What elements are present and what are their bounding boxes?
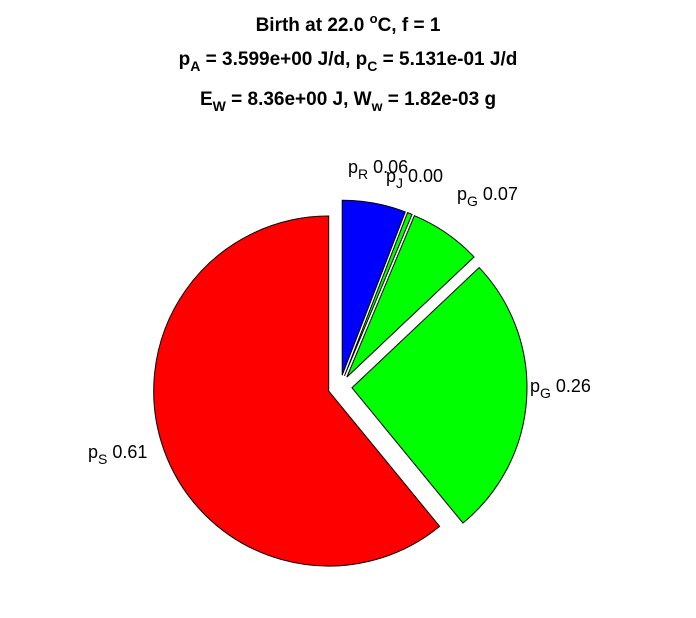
title-line-1-pre: Birth at 22.0 bbox=[256, 15, 370, 36]
slice-label-subscript: J bbox=[396, 175, 403, 191]
title-line-3-b-sub: w bbox=[371, 98, 383, 114]
slice-label-subscript: S bbox=[98, 451, 107, 467]
pie-slices bbox=[153, 199, 528, 567]
slice-label-subscript: R bbox=[358, 166, 368, 182]
slice-label-symbol: p bbox=[457, 184, 467, 204]
slice-label-value: 0.06 bbox=[368, 157, 408, 177]
title-line-2-b-sub: C bbox=[367, 58, 377, 74]
slice-label-value: 0.07 bbox=[478, 184, 518, 204]
slice-label-value: 0.00 bbox=[403, 166, 443, 186]
slice-label-symbol: p bbox=[530, 376, 540, 396]
title-line-2-c: = 5.131e-01 J/d bbox=[377, 49, 517, 70]
title-line-3-a-sub: W bbox=[213, 98, 227, 114]
title-line-2-b: = 3.599e+00 J/d, p bbox=[200, 49, 367, 70]
title-line-3-a: E bbox=[200, 89, 213, 110]
slice-label-r-0: pR 0.06 bbox=[348, 157, 408, 182]
pie-slice-g-3 bbox=[351, 266, 528, 524]
slice-label-g-3: pG 0.26 bbox=[530, 376, 591, 401]
title-line-3-b: = 8.36e+00 J, W bbox=[226, 89, 372, 110]
slice-label-subscript: G bbox=[540, 385, 551, 401]
slice-label-s-4: pS 0.61 bbox=[88, 442, 147, 467]
title-line-1-post: C, f = 1 bbox=[378, 15, 441, 36]
title-line-2: pA = 3.599e+00 J/d, pC = 5.131e-01 J/d bbox=[179, 49, 518, 74]
pie-slice-g-2 bbox=[346, 215, 475, 378]
slice-label-symbol: p bbox=[88, 442, 98, 462]
title-line-1: Birth at 22.0 oC, f = 1 bbox=[256, 11, 441, 36]
slice-label-subscript: G bbox=[467, 193, 478, 209]
title-line-2-a: p bbox=[179, 49, 191, 70]
slice-label-g-2: pG 0.07 bbox=[457, 184, 518, 209]
title-line-3: EW = 8.36e+00 J, Ww = 1.82e-03 g bbox=[200, 89, 496, 114]
title-line-3-c: = 1.82e-03 g bbox=[383, 89, 497, 110]
slice-label-j-1: pJ 0.00 bbox=[386, 166, 443, 191]
slice-label-value: 0.26 bbox=[551, 376, 591, 396]
slice-label-value: 0.61 bbox=[107, 442, 147, 462]
pie-slice-s-4 bbox=[153, 215, 441, 567]
pie-slice-j-1 bbox=[344, 211, 413, 377]
slice-label-symbol: p bbox=[348, 157, 358, 177]
pie-slice-r-0 bbox=[341, 199, 406, 376]
slice-label-symbol: p bbox=[386, 166, 396, 186]
title-line-1-sup: o bbox=[370, 11, 378, 26]
title-line-2-a-sub: A bbox=[190, 58, 200, 74]
